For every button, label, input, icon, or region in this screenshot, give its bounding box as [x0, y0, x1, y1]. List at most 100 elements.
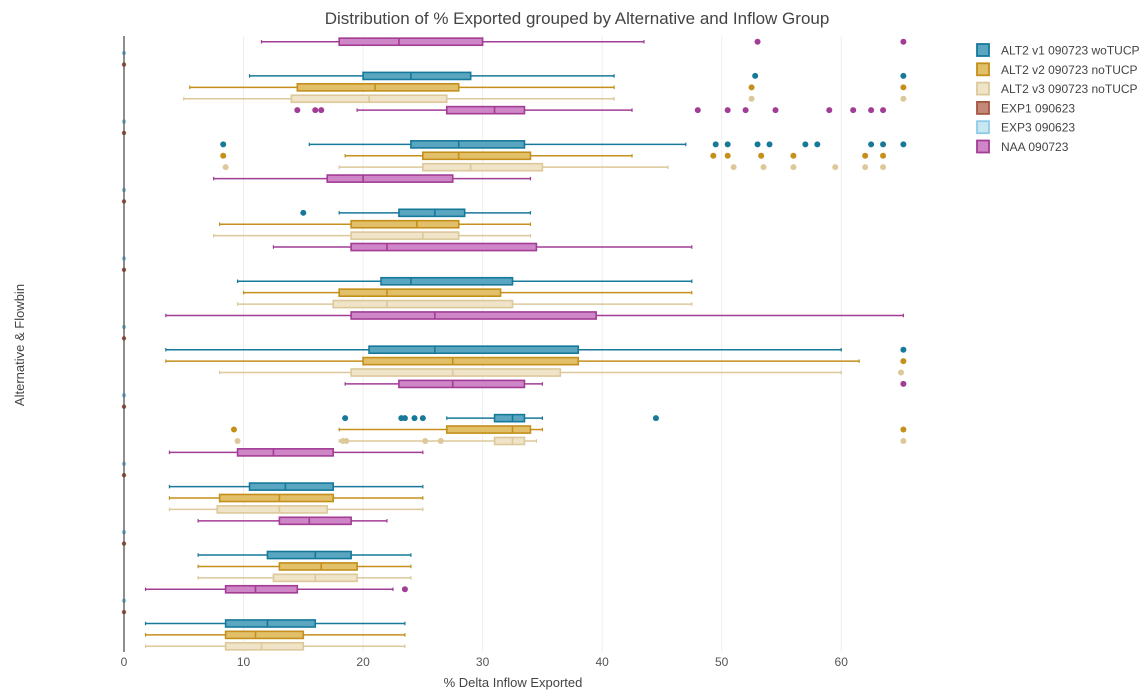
grid-lines — [243, 36, 842, 652]
legend-label-4: EXP3 090623 — [1001, 121, 1075, 135]
box-vwet-3 — [220, 140, 907, 149]
box-vlarge-5 — [183, 94, 907, 104]
outlier-0 — [222, 164, 229, 171]
outlier-1 — [712, 141, 719, 148]
box-iqr — [296, 82, 460, 92]
legend-swatch-5 — [976, 139, 990, 154]
box-iqr — [380, 276, 514, 286]
outlier-1 — [900, 426, 907, 433]
outlier-0 — [748, 95, 755, 102]
outlier-3 — [694, 107, 701, 114]
legend-swatch-4 — [976, 120, 990, 135]
outlier-5 — [802, 141, 809, 148]
outlier-0 — [220, 152, 227, 159]
box-iqr — [224, 619, 317, 628]
outlier-2 — [724, 141, 731, 148]
legend-label-2: ALT2 v3 090723 noTUCP — [1001, 82, 1138, 96]
box-critical-5 — [168, 505, 424, 514]
box-dry2-5 — [197, 573, 412, 583]
box-critical-4 — [168, 493, 424, 503]
outlier-5 — [652, 415, 659, 422]
outlier-0 — [900, 346, 907, 353]
legend-swatch-3 — [976, 101, 990, 115]
box-iqr — [398, 208, 466, 218]
legend-label-0: ALT2 v1 090723 woTUCP — [1001, 44, 1140, 58]
legend[interactable]: ALT2 v1 090723 woTUCP ALT2 v2 090723 noTU… — [976, 43, 1140, 155]
outlier-1 — [710, 152, 717, 159]
box-iqr — [216, 505, 329, 514]
box-wet-4 — [219, 219, 532, 229]
box-iqr — [350, 311, 597, 320]
outlier-2 — [724, 152, 731, 159]
outlier-0 — [342, 415, 349, 422]
outlier-5 — [862, 164, 869, 171]
box-crit2-4 — [144, 630, 406, 640]
box-wet-3 — [300, 208, 532, 218]
x-tick-60: 60 — [835, 655, 849, 669]
box-iqr — [224, 584, 299, 594]
box-critical-3 — [168, 482, 424, 491]
legend-swatch-1 — [976, 62, 990, 77]
box-vlarge-0 — [260, 37, 907, 47]
box-wet-5 — [213, 231, 532, 240]
outlier-2 — [760, 164, 767, 171]
outlier-7 — [868, 141, 875, 148]
outlier-0 — [234, 437, 241, 444]
x-tick-labels: 0 10 20 30 40 50 60 — [121, 655, 849, 669]
outlier-0 — [300, 209, 307, 216]
legend-item-0[interactable]: ALT2 v1 090723 woTUCP — [976, 43, 1140, 58]
box-iqr — [224, 630, 305, 640]
box-dry-0 — [165, 311, 904, 320]
outlier-6 — [880, 164, 887, 171]
outlier-10 — [880, 107, 887, 114]
outlier-0 — [748, 84, 755, 91]
outlier-0 — [230, 426, 237, 433]
box-vwet-5 — [222, 162, 887, 172]
legend-label-3: EXP1 090623 — [1001, 101, 1075, 115]
box-iqr — [493, 413, 526, 423]
legend-item-3[interactable]: EXP1 090623 — [976, 101, 1075, 115]
x-axis-label: % Delta Inflow Exported — [444, 675, 583, 690]
outlier-0 — [752, 72, 759, 79]
box-iqr — [278, 516, 352, 526]
box-iqr — [248, 482, 334, 491]
box-vdry-5 — [234, 436, 907, 446]
legend-swatch-0 — [976, 43, 990, 57]
box-iqr — [338, 37, 484, 47]
outlier-3 — [790, 164, 797, 171]
legend-item-4[interactable]: EXP3 090623 — [976, 120, 1075, 135]
outlier-0 — [898, 369, 904, 376]
legend-swatch-2 — [976, 81, 990, 96]
legend-item-2[interactable]: ALT2 v3 090723 noTUCP — [976, 81, 1138, 96]
outlier-3 — [411, 415, 418, 422]
outlier-0 — [754, 38, 761, 45]
legend-item-5[interactable]: NAA 090723 — [976, 139, 1069, 154]
outlier-1 — [900, 38, 907, 45]
box-vdry-4 — [230, 425, 907, 434]
box-iqr — [278, 562, 358, 571]
legend-item-1[interactable]: ALT2 v2 090723 noTUCP — [976, 62, 1138, 77]
box-iqr — [362, 71, 472, 81]
box-iqr — [350, 368, 562, 377]
box-iqr — [332, 299, 514, 309]
box-crit2-3 — [144, 619, 406, 628]
outlier-1 — [730, 164, 737, 171]
box-iqr — [362, 356, 580, 366]
box-iqr — [493, 436, 526, 446]
x-tick-50: 50 — [715, 655, 729, 669]
box-iqr — [236, 448, 334, 457]
outlier-6 — [880, 152, 887, 159]
outlier-3 — [754, 141, 761, 148]
outlier-9 — [868, 107, 875, 114]
outlier-5 — [742, 107, 749, 114]
box-wet-0 — [213, 174, 532, 183]
box-iqr — [350, 219, 460, 229]
outlier-8 — [880, 141, 887, 148]
box-iqr — [410, 140, 526, 149]
legend-label-5: NAA 090723 — [1001, 140, 1069, 154]
outlier-0 — [294, 107, 301, 114]
box-iqr — [350, 242, 538, 252]
box-dry2-4 — [197, 562, 412, 571]
outlier-4 — [724, 107, 731, 114]
